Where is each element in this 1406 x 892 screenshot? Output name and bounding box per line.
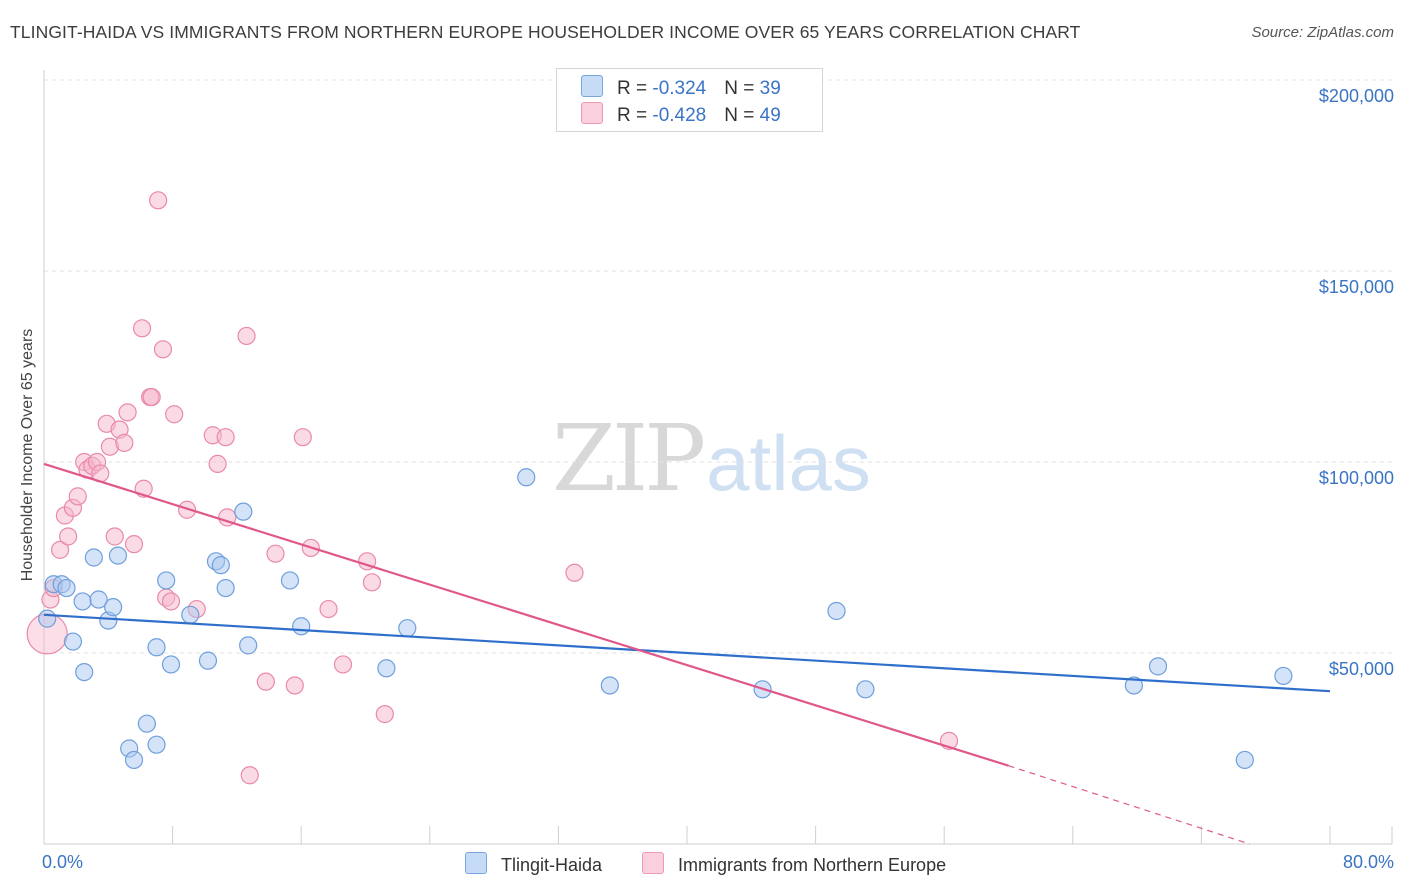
tlingit-point bbox=[76, 664, 93, 681]
tlingit-point bbox=[1149, 658, 1166, 675]
r-value: -0.324 bbox=[652, 78, 706, 99]
bottom-legend-tlingit: Tlingit-Haida bbox=[465, 852, 602, 876]
scatter-plot bbox=[0, 0, 1406, 892]
x-tick-label-min: 0.0% bbox=[42, 852, 83, 873]
tlingit-point bbox=[399, 620, 416, 637]
immigrant-point bbox=[60, 528, 77, 545]
y-tick-label-100000: $100,000 bbox=[1319, 468, 1394, 489]
tlingit-point bbox=[148, 736, 165, 753]
tlingit-point bbox=[58, 580, 75, 597]
immigrant-point bbox=[286, 677, 303, 694]
tlingit-point bbox=[162, 656, 179, 673]
tlingit-point bbox=[217, 580, 234, 597]
n-value: 49 bbox=[760, 105, 781, 126]
immigrant-point bbox=[334, 656, 351, 673]
tlingit-point bbox=[148, 639, 165, 656]
tlingit-point bbox=[518, 469, 535, 486]
immigrant-point bbox=[376, 706, 393, 723]
tlingit-point bbox=[240, 637, 257, 654]
tlingit-point bbox=[601, 677, 618, 694]
bottom-legend-immigrants: Immigrants from Northern Europe bbox=[642, 852, 946, 876]
immigrant-point bbox=[134, 320, 151, 337]
r-value: -0.428 bbox=[652, 105, 706, 126]
immigrant-point bbox=[126, 536, 143, 553]
tlingit-point bbox=[138, 715, 155, 732]
blue-swatch bbox=[581, 75, 603, 97]
immigrant-point bbox=[257, 673, 274, 690]
tlingit-point bbox=[105, 599, 122, 616]
tlingit-point bbox=[39, 610, 56, 627]
n-label: N = bbox=[724, 78, 759, 99]
tlingit-point bbox=[85, 549, 102, 566]
tlingit-point bbox=[1275, 667, 1292, 684]
tlingit-point bbox=[126, 751, 143, 768]
tlingit-point bbox=[158, 572, 175, 589]
tlingit-point bbox=[64, 633, 81, 650]
tlingit-point bbox=[212, 557, 229, 574]
immigrant-point bbox=[143, 389, 160, 406]
immigrant-point bbox=[566, 564, 583, 581]
r-label: R = bbox=[617, 105, 652, 126]
r-label: R = bbox=[617, 78, 652, 99]
tlingit-point bbox=[378, 660, 395, 677]
tlingit-point bbox=[182, 606, 199, 623]
tlingit-point bbox=[281, 572, 298, 589]
legend-row-immigrants: R = -0.428 N = 49 bbox=[581, 102, 781, 126]
immigrant-point bbox=[150, 192, 167, 209]
legend-label: Immigrants from Northern Europe bbox=[678, 855, 946, 875]
immigrant-point bbox=[238, 327, 255, 344]
immigrant-point bbox=[162, 593, 179, 610]
legend-label: Tlingit-Haida bbox=[501, 855, 602, 875]
tlingit-point bbox=[74, 593, 91, 610]
immigrant-point bbox=[69, 488, 86, 505]
n-value: 39 bbox=[760, 78, 781, 99]
legend-row-tlingit: R = -0.324 N = 39 bbox=[581, 75, 781, 99]
immigrant-point bbox=[294, 429, 311, 446]
immigrant-point bbox=[217, 429, 234, 446]
immigrant-trend-extension bbox=[1009, 766, 1250, 844]
immigrant-point bbox=[209, 455, 226, 472]
pink-swatch bbox=[642, 852, 664, 874]
tlingit-point bbox=[235, 503, 252, 520]
tlingit-point bbox=[109, 547, 126, 564]
y-tick-label-50000: $50,000 bbox=[1329, 659, 1394, 680]
pink-swatch bbox=[581, 102, 603, 124]
y-tick-label-200000: $200,000 bbox=[1319, 86, 1394, 107]
immigrant-point bbox=[320, 601, 337, 618]
immigrant-point bbox=[363, 574, 380, 591]
correlation-legend: R = -0.324 N = 39 R = -0.428 N = 49 bbox=[556, 68, 823, 132]
y-axis-label: Householder Income Over 65 years bbox=[19, 329, 37, 582]
tlingit-point bbox=[828, 602, 845, 619]
immigrant-point bbox=[119, 404, 136, 421]
immigrant-point bbox=[267, 545, 284, 562]
immigrant-point bbox=[166, 406, 183, 423]
x-tick-label-max: 80.0% bbox=[1343, 852, 1394, 873]
immigrant-point bbox=[106, 528, 123, 545]
tlingit-point bbox=[199, 652, 216, 669]
immigrant-point bbox=[241, 767, 258, 784]
y-tick-label-150000: $150,000 bbox=[1319, 277, 1394, 298]
blue-swatch bbox=[465, 852, 487, 874]
tlingit-point bbox=[1236, 751, 1253, 768]
tlingit-point bbox=[857, 681, 874, 698]
n-label: N = bbox=[724, 105, 759, 126]
immigrant-point bbox=[154, 341, 171, 358]
tlingit-point bbox=[293, 618, 310, 635]
immigrant-point bbox=[116, 434, 133, 451]
